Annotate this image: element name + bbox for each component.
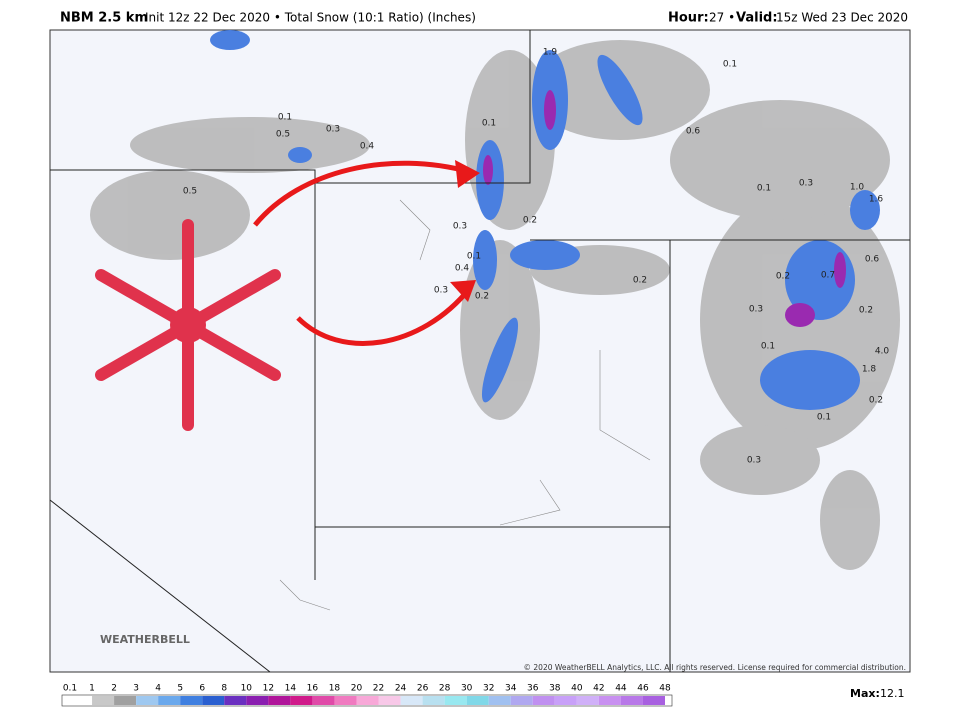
map-label: 0.3 — [434, 286, 448, 296]
colorbar-tick: 18 — [329, 684, 341, 694]
colorbar-tick: 10 — [241, 684, 253, 694]
map-label: 0.4 — [455, 264, 470, 274]
colorbar-swatch — [92, 696, 115, 705]
colorbar-tick: 26 — [417, 684, 429, 694]
max-label: Max: — [850, 687, 880, 700]
colorbar-tick: 8 — [221, 684, 227, 694]
map-label: 0.1 — [467, 252, 481, 262]
colorbar-swatch — [334, 696, 357, 705]
colorbar-swatch — [642, 696, 665, 705]
colorbar-swatch — [422, 696, 445, 705]
logo: WEATHERBELL — [100, 633, 190, 646]
colorbar-tick: 6 — [199, 684, 205, 694]
colorbar-swatch — [378, 696, 401, 705]
colorbar-tick: 5 — [177, 684, 183, 694]
map-label: 1.0 — [850, 183, 865, 193]
colorbar-tick: 48 — [659, 684, 671, 694]
colorbar-swatch — [598, 696, 621, 705]
hour-label: Hour: — [668, 11, 709, 26]
map-label: 0.3 — [326, 125, 340, 135]
map-label: 0.4 — [360, 142, 375, 152]
map-label: 0.1 — [761, 342, 775, 352]
colorbar-tick: 38 — [549, 684, 561, 694]
colorbar-tick: 20 — [351, 684, 363, 694]
colorbar-swatch — [224, 696, 247, 705]
colorbar-tick: 14 — [285, 684, 297, 694]
colorbar-swatch — [576, 696, 599, 705]
valid-label: Valid: — [736, 11, 778, 26]
map-label: 0.2 — [633, 276, 647, 286]
colorbar-swatch — [136, 696, 159, 705]
colorbar-swatch — [312, 696, 335, 705]
colorbar-swatch — [180, 696, 203, 705]
map-label: 1.9 — [543, 48, 558, 58]
colorbar-swatch — [400, 696, 423, 705]
colorbar-tick: 28 — [439, 684, 451, 694]
map-label: 0.5 — [276, 130, 290, 140]
copyright: © 2020 WeatherBELL Analytics, LLC. All r… — [524, 663, 906, 672]
colorbar-swatch — [554, 696, 577, 705]
colorbar-swatch — [620, 696, 643, 705]
map-label: 0.5 — [183, 187, 197, 197]
model: NBM 2.5 km — [60, 11, 148, 26]
colorbar-tick: 0.1 — [63, 684, 77, 694]
map-label: 0.3 — [453, 222, 467, 232]
hour: 27 • — [709, 11, 735, 25]
map-label: 0.6 — [865, 255, 880, 265]
colorbar-swatch — [114, 696, 137, 705]
map-label: 0.2 — [523, 216, 537, 226]
colorbar-swatch — [532, 696, 555, 705]
colorbar-tick: 42 — [593, 684, 604, 694]
colorbar-tick: 2 — [111, 684, 117, 694]
colorbar-tick: 24 — [395, 684, 407, 694]
colorbar-swatch — [444, 696, 467, 705]
colorbar-swatch — [268, 696, 291, 705]
colorbar-tick: 40 — [571, 684, 583, 694]
colorbar-swatch — [466, 696, 489, 705]
colorbar-tick: 16 — [307, 684, 319, 694]
map-label: 0.2 — [475, 292, 489, 302]
colorbar-swatch — [488, 696, 511, 705]
colorbar-swatch — [246, 696, 269, 705]
map-label: 1.8 — [862, 365, 877, 375]
valid: 15z Wed 23 Dec 2020 — [776, 11, 908, 25]
colorbar-swatch — [202, 696, 225, 705]
colorbar-tick: 44 — [615, 684, 627, 694]
map-label: 0.1 — [482, 119, 496, 129]
map-label: 0.7 — [821, 271, 835, 281]
run-info: Init 12z 22 Dec 2020 • Total Snow (10:1 … — [145, 11, 476, 25]
colorbar-swatch — [290, 696, 313, 705]
colorbar-tick: 36 — [527, 684, 539, 694]
map-label: 0.1 — [757, 184, 771, 194]
colorbar-swatch — [70, 696, 93, 705]
colorbar-tick: 34 — [505, 684, 517, 694]
map-label: 1.6 — [869, 195, 884, 205]
map-label: 0.1 — [817, 413, 831, 423]
map-label: 0.2 — [776, 272, 790, 282]
colorbar-tick: 4 — [155, 684, 161, 694]
colorbar-tick: 1 — [89, 684, 95, 694]
colorbar-tick: 3 — [133, 684, 139, 694]
colorbar-swatch — [158, 696, 181, 705]
colorbar-swatch — [356, 696, 379, 705]
colorbar-tick: 32 — [483, 684, 494, 694]
colorbar-tick: 30 — [461, 684, 473, 694]
colorbar-swatch — [510, 696, 533, 705]
map: WEATHERBELL © 2020 WeatherBELL Analytics… — [49, 29, 911, 673]
colorbar-tick: 46 — [637, 684, 649, 694]
map-label: 0.1 — [723, 60, 737, 70]
map-label: 0.1 — [278, 113, 292, 123]
map-label: 0.2 — [869, 396, 883, 406]
map-label: 0.2 — [859, 306, 873, 316]
map-label: 0.3 — [749, 305, 763, 315]
map-label: 0.3 — [799, 179, 813, 189]
colorbar-tick: 22 — [373, 684, 384, 694]
max-value: 12.1 — [880, 687, 905, 700]
map-label: 4.0 — [875, 347, 890, 357]
map-label: 0.6 — [686, 127, 701, 137]
colorbar-tick: 12 — [263, 684, 274, 694]
map-label: 0.3 — [747, 456, 761, 466]
